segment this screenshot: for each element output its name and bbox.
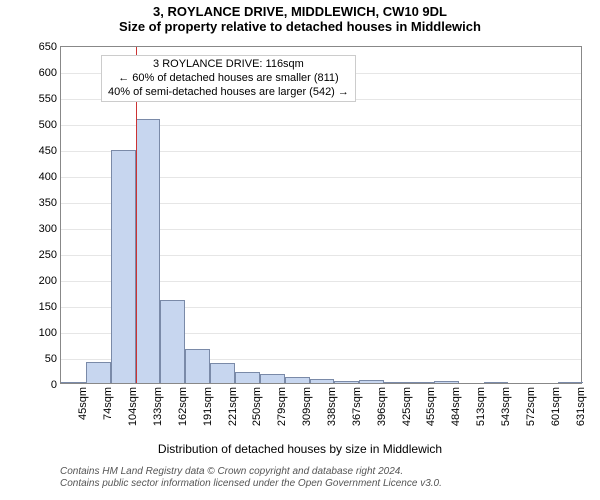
x-tick-label: 631sqm bbox=[575, 387, 587, 426]
histogram-bar bbox=[111, 150, 136, 383]
histogram-bar bbox=[185, 349, 210, 383]
histogram-bar bbox=[409, 382, 434, 383]
y-tick-label: 650 bbox=[39, 41, 57, 53]
chart-container: { "title": "3, ROYLANCE DRIVE, MIDDLEWIC… bbox=[0, 0, 600, 500]
footer-attribution: Contains HM Land Registry data © Crown c… bbox=[60, 466, 442, 490]
x-tick-label: 572sqm bbox=[525, 387, 537, 426]
x-tick-label: 543sqm bbox=[500, 387, 512, 426]
y-tick-label: 400 bbox=[39, 171, 57, 183]
x-axis-label: Distribution of detached houses by size … bbox=[0, 442, 600, 456]
x-tick-label: 162sqm bbox=[177, 387, 189, 426]
histogram-bar bbox=[484, 382, 509, 383]
x-tick-label: 484sqm bbox=[450, 387, 462, 426]
y-tick-label: 0 bbox=[51, 379, 57, 391]
y-tick-label: 150 bbox=[39, 301, 57, 313]
chart-title: 3, ROYLANCE DRIVE, MIDDLEWICH, CW10 9DL bbox=[0, 0, 600, 19]
histogram-bar bbox=[235, 372, 260, 383]
x-tick-label: 45sqm bbox=[77, 387, 89, 420]
footer-line-2: Contains public sector information licen… bbox=[60, 478, 442, 490]
annotation-line-2: ← 60% of detached houses are smaller (81… bbox=[108, 72, 349, 86]
histogram-bar bbox=[558, 382, 583, 383]
x-tick-label: 279sqm bbox=[276, 387, 288, 426]
y-tick-label: 200 bbox=[39, 275, 57, 287]
y-tick-label: 50 bbox=[45, 353, 57, 365]
histogram-bar bbox=[86, 362, 111, 383]
annotation-box: 3 ROYLANCE DRIVE: 116sqm ← 60% of detach… bbox=[101, 55, 356, 102]
histogram-bar bbox=[334, 381, 359, 383]
footer-line-1: Contains HM Land Registry data © Crown c… bbox=[60, 466, 442, 478]
y-tick-label: 600 bbox=[39, 67, 57, 79]
y-tick-label: 550 bbox=[39, 93, 57, 105]
histogram-bar bbox=[136, 119, 161, 383]
x-tick-label: 396sqm bbox=[376, 387, 388, 426]
x-tick-label: 133sqm bbox=[152, 387, 164, 426]
histogram-bar bbox=[160, 300, 185, 383]
x-tick-label: 74sqm bbox=[102, 387, 114, 420]
annotation-line-1: 3 ROYLANCE DRIVE: 116sqm bbox=[108, 58, 349, 72]
histogram-bar bbox=[310, 379, 335, 383]
x-tick-label: 601sqm bbox=[550, 387, 562, 426]
y-tick-label: 350 bbox=[39, 197, 57, 209]
x-tick-label: 425sqm bbox=[401, 387, 413, 426]
x-tick-label: 338sqm bbox=[326, 387, 338, 426]
y-tick-label: 450 bbox=[39, 145, 57, 157]
x-tick-label: 191sqm bbox=[202, 387, 214, 426]
plot-area: 0501001502002503003504004505005506006504… bbox=[60, 46, 582, 384]
y-tick-label: 300 bbox=[39, 223, 57, 235]
x-tick-label: 104sqm bbox=[127, 387, 139, 426]
annotation-line-3: 40% of semi-detached houses are larger (… bbox=[108, 86, 349, 100]
y-tick-label: 250 bbox=[39, 249, 57, 261]
histogram-bar bbox=[260, 374, 285, 383]
x-tick-label: 309sqm bbox=[301, 387, 313, 426]
x-tick-label: 221sqm bbox=[227, 387, 239, 426]
x-tick-label: 367sqm bbox=[351, 387, 363, 426]
y-tick-label: 100 bbox=[39, 327, 57, 339]
chart-subtitle: Size of property relative to detached ho… bbox=[0, 19, 600, 36]
x-tick-label: 250sqm bbox=[251, 387, 263, 426]
histogram-bar bbox=[359, 380, 384, 383]
y-tick-label: 500 bbox=[39, 119, 57, 131]
histogram-bar bbox=[285, 377, 310, 383]
x-tick-label: 513sqm bbox=[475, 387, 487, 426]
histogram-bar bbox=[61, 382, 86, 383]
histogram-bar bbox=[434, 381, 459, 383]
x-tick-label: 455sqm bbox=[425, 387, 437, 426]
histogram-bar bbox=[384, 382, 409, 383]
histogram-bar bbox=[210, 363, 235, 383]
